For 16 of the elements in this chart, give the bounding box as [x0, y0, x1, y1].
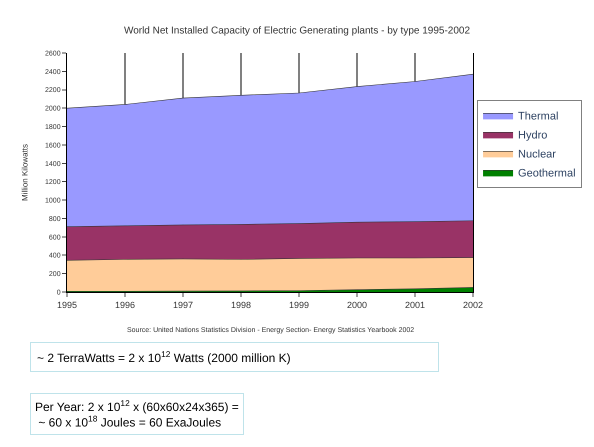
chart-title: World Net Installed Capacity of Electric Generating plants - by type 1995-2002 — [124, 26, 470, 36]
legend-label: Nuclear — [518, 148, 556, 161]
legend-label: Thermal — [518, 110, 558, 123]
x-tick-label: 2000 — [346, 300, 368, 310]
text: Per Year: 2 x 10$^{12}$ x (60x60x24x365) = ~ 60 x 10$^{18}$ Joules = 60 ExaJoules — [35, 398, 239, 430]
x-tick-label: 1996 — [114, 300, 136, 310]
x-tick-label: 1998 — [230, 300, 252, 310]
legend-label: Geothermal — [518, 168, 576, 180]
x-tick-label: 2001 — [404, 300, 426, 310]
x-tick-label: 1997 — [172, 300, 194, 310]
x-tick-label: 2002 — [462, 300, 484, 310]
x-tick-label: 1999 — [288, 300, 310, 310]
x-tick-label: 1995 — [56, 300, 78, 310]
legend-label: Hydro — [518, 130, 548, 142]
text: ~ 2 TerraWatts = 2 x 10$^{12}$ Watts (2000 million K) — [37, 349, 291, 366]
y-axis-title: Million Kilowatts — [20, 144, 30, 201]
